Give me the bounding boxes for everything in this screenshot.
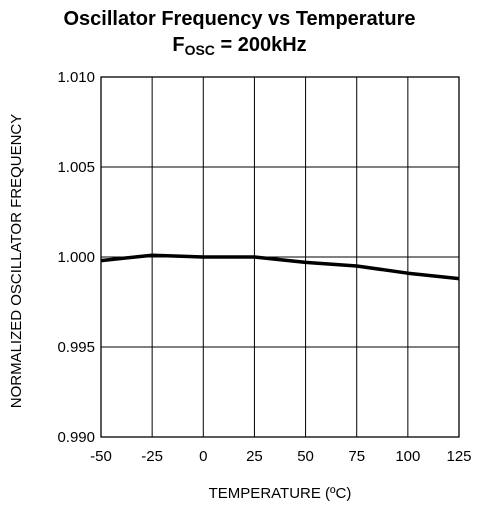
chart-subtitle: FOSC = 200kHz <box>0 32 479 59</box>
x-tick-label: -25 <box>141 448 163 465</box>
chart-title: Oscillator Frequency vs Temperature <box>63 8 416 30</box>
subtitle-rest: = 200kHz <box>214 34 307 56</box>
series-line <box>100 253 460 281</box>
subtitle-subscript: OSC <box>184 42 215 58</box>
x-tick-label: 25 <box>246 448 263 465</box>
y-axis-label: NORMALIZED OSCILLATOR FREQUENCY <box>8 114 25 409</box>
subtitle-main: F <box>172 34 185 56</box>
x-tick-label: 125 <box>446 448 471 465</box>
x-tick-labels: -50 -25 0 25 50 75 100 125 <box>90 448 471 465</box>
x-tick-label: 0 <box>199 448 207 465</box>
y-tick-label: 1.005 <box>57 159 95 176</box>
y-tick-label: 0.990 <box>57 429 95 446</box>
x-tick-label: 75 <box>348 448 365 465</box>
y-tick-label: 1.000 <box>57 249 95 266</box>
series-group <box>100 253 460 281</box>
x-tick-label: 50 <box>297 448 314 465</box>
chart-title-block: Oscillator Frequency vs Temperature FOSC… <box>0 6 479 59</box>
y-tick-labels: 1.010 1.005 1.000 0.995 0.990 <box>57 69 95 446</box>
y-tick-label: 0.995 <box>57 339 95 356</box>
x-tick-label: -50 <box>90 448 112 465</box>
x-axis-label: TEMPERATURE (ºC) <box>209 485 352 502</box>
y-tick-label: 1.010 <box>57 69 95 86</box>
plot-frame <box>100 76 460 438</box>
x-tick-label: 100 <box>395 448 420 465</box>
